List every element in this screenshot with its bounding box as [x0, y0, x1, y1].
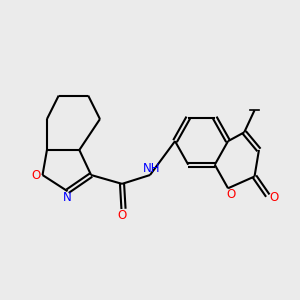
Text: O: O [270, 190, 279, 204]
Text: O: O [32, 169, 41, 182]
Text: O: O [226, 188, 236, 201]
Text: NH: NH [143, 162, 160, 175]
Text: O: O [117, 209, 127, 222]
Text: N: N [63, 191, 72, 204]
